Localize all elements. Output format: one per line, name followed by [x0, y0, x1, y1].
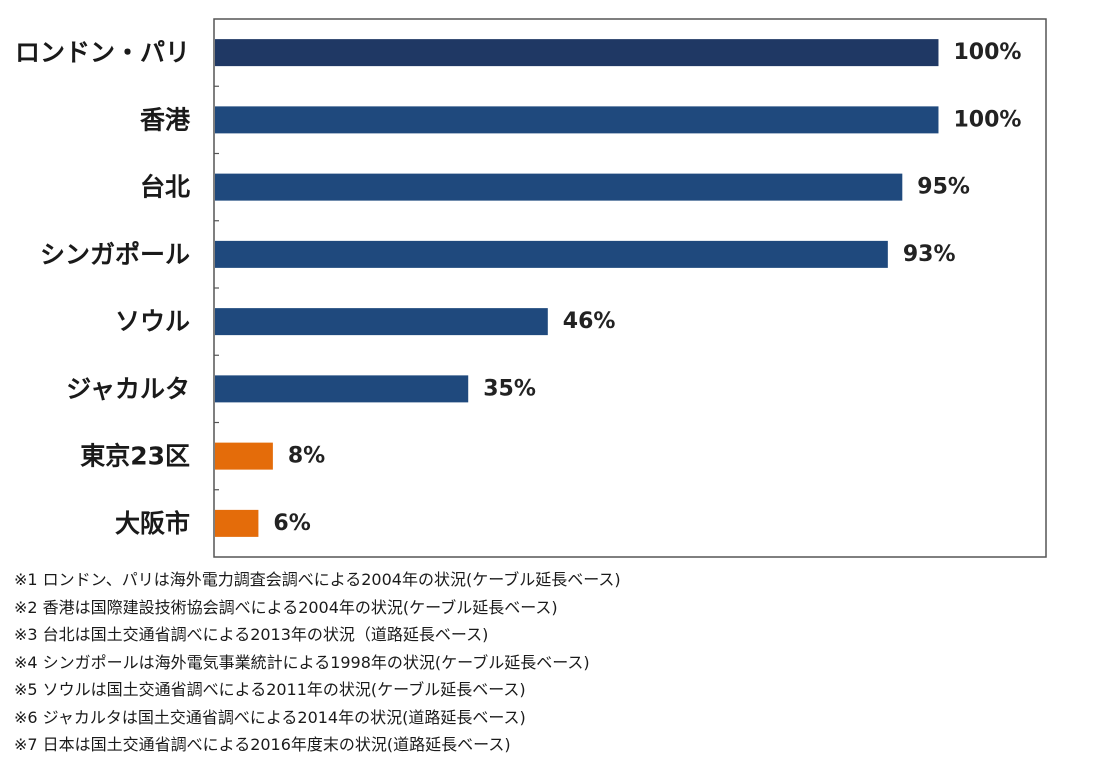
- plot-area: [213, 18, 1047, 558]
- category-label: ロンドン・パリ: [15, 38, 190, 67]
- category-label: シンガポール: [40, 240, 190, 269]
- value-label: 6%: [273, 511, 310, 536]
- footnote: ※7 日本は国土交通省調べによる2016年度末の状況(道路延長ベース): [14, 735, 511, 754]
- category-label: 台北: [140, 173, 190, 202]
- value-label: 100%: [953, 40, 1021, 65]
- category-label: 香港: [140, 105, 191, 134]
- category-label: ジャカルタ: [66, 374, 190, 403]
- bar: [215, 308, 548, 336]
- bar: [215, 173, 903, 201]
- bar-series: [215, 39, 939, 537]
- bar: [215, 442, 273, 470]
- category-label: ソウル: [115, 307, 190, 336]
- footnote: ※1 ロンドン、パリは海外電力調査会調べによる2004年の状況(ケーブル延長ベー…: [14, 570, 621, 589]
- value-label: 93%: [903, 242, 956, 267]
- footnote: ※4 シンガポールは海外電気事業統計による1998年の状況(ケーブル延長ベース): [14, 652, 590, 672]
- value-label: 35%: [483, 376, 536, 401]
- value-label: 100%: [953, 107, 1021, 132]
- footnotes: ※1 ロンドン、パリは海外電力調査会調べによる2004年の状況(ケーブル延長ベー…: [14, 566, 1104, 759]
- value-labels: 100% 100% 95% 93% 46% 35% 8% 6%: [273, 40, 1021, 536]
- category-label: 大阪市: [115, 509, 190, 538]
- footnote: ※2 香港は国際建設技術協会調べによる2004年の状況(ケーブル延長ベース): [14, 597, 558, 617]
- bar: [215, 39, 939, 67]
- category-label: 東京23区: [80, 442, 190, 471]
- footnote: ※3 台北は国土交通省調べによる2013年の状況（道路延長ベース): [14, 625, 489, 644]
- bar: [215, 240, 888, 268]
- value-label: 46%: [563, 309, 616, 334]
- value-label: 95%: [917, 175, 970, 200]
- footnote: ※6 ジャカルタは国土交通省調べによる2014年の状況(道路延長ベース): [14, 707, 526, 727]
- footnote: ※5 ソウルは国土交通省調べによる2011年の状況(ケーブル延長ベース): [14, 680, 526, 699]
- value-label: 8%: [288, 444, 325, 469]
- bar: [215, 509, 259, 537]
- bar: [215, 106, 939, 134]
- axis-ticks: [214, 85, 219, 491]
- bar: [215, 375, 469, 403]
